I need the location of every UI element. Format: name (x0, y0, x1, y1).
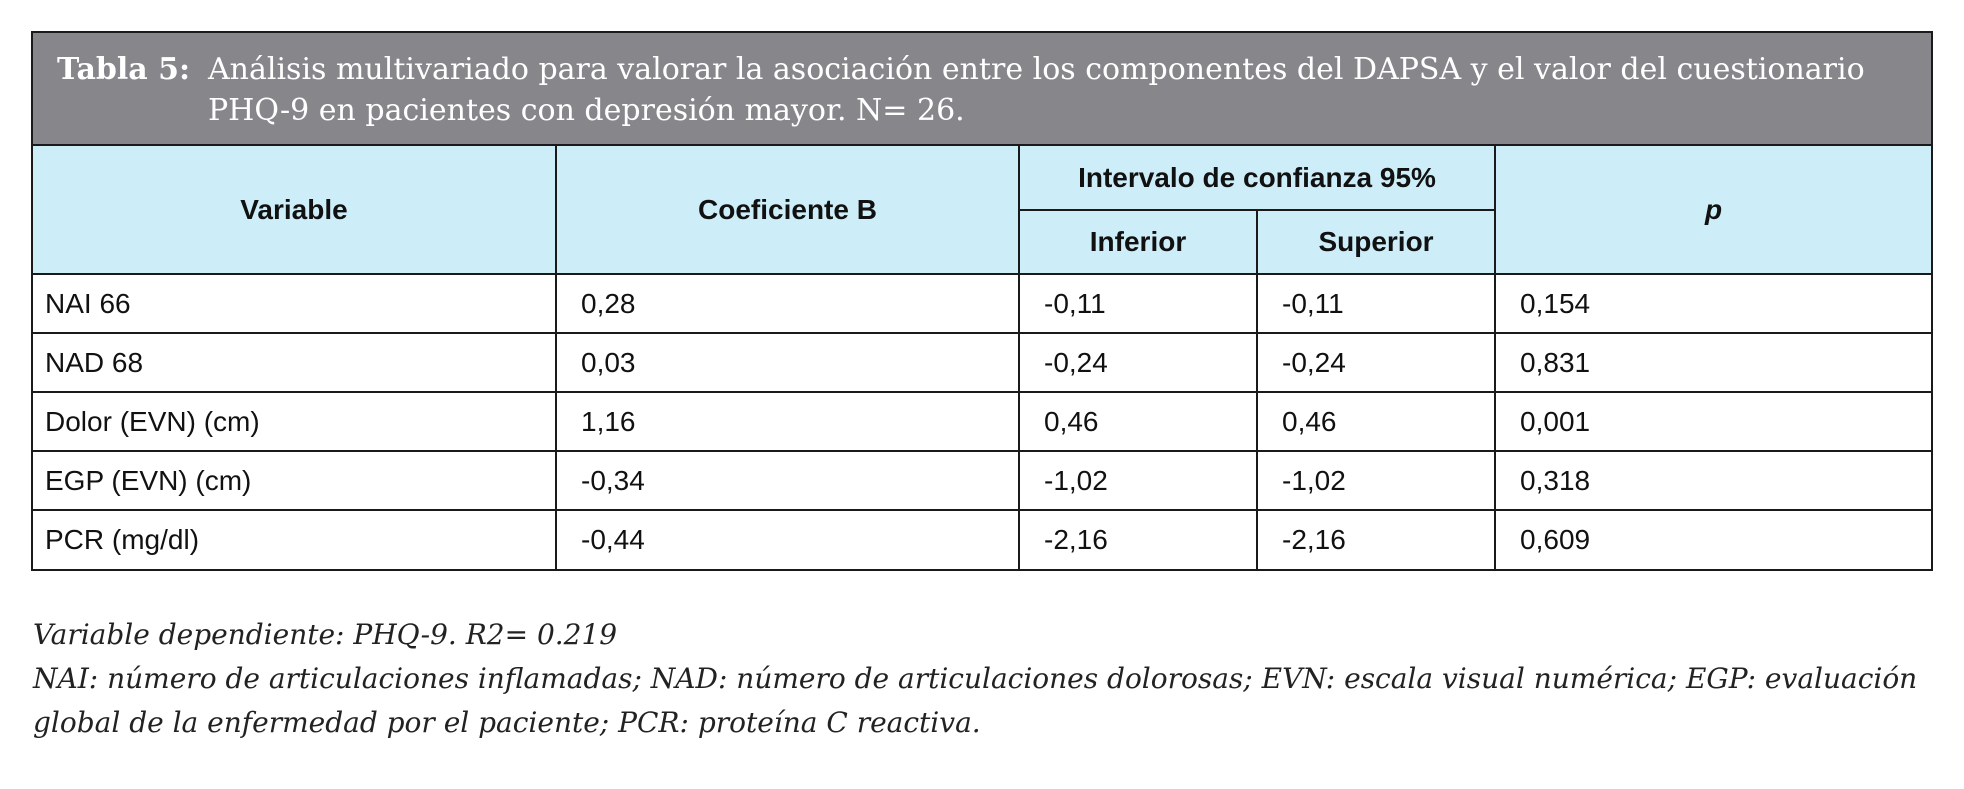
results-table: Variable Coeficiente B Intervalo de conf… (33, 146, 1932, 569)
table-row: NAD 68 0,03 -0,24 -0,24 0,831 (33, 332, 1932, 393)
cell-coefficient: 0,28 (555, 273, 1020, 334)
caption-text: Análisis multivariado para valorar la as… (208, 52, 1865, 128)
caption-label: Tabla 5: (57, 52, 191, 87)
table-row: EGP (EVN) (cm) -0,34 -1,02 -1,02 0,318 (33, 450, 1932, 511)
note-abbreviations: NAI: número de articulaciones inflamadas… (33, 662, 1918, 739)
header-inferior: Inferior (1019, 209, 1258, 275)
header-p-value: p (1494, 146, 1932, 275)
header-variable: Variable (33, 146, 557, 275)
note-dependent-variable: Variable dependiente: PHQ-9. R2= 0.219 (33, 618, 618, 651)
cell-superior: -0,24 (1255, 332, 1497, 393)
cell-coefficient: 0,03 (555, 332, 1020, 393)
header-superior: Superior (1255, 209, 1496, 275)
cell-inferior: -0,24 (1018, 332, 1258, 393)
cell-variable: NAD 68 (33, 332, 557, 393)
cell-inferior: -0,11 (1018, 273, 1258, 334)
cell-inferior: 0,46 (1018, 391, 1258, 452)
cell-superior: -2,16 (1255, 509, 1497, 569)
cell-p-value: 0,154 (1494, 273, 1932, 334)
header-coefficient: Coeficiente B (555, 146, 1020, 275)
table-row: Dolor (EVN) (cm) 1,16 0,46 0,46 0,001 (33, 391, 1932, 452)
table-row: NAI 66 0,28 -0,11 -0,11 0,154 (33, 273, 1932, 334)
cell-inferior: -2,16 (1018, 509, 1258, 569)
cell-p-value: 0,318 (1494, 450, 1932, 511)
cell-p-value: 0,609 (1494, 509, 1932, 569)
cell-coefficient: -0,44 (555, 509, 1020, 569)
cell-superior: -1,02 (1255, 450, 1497, 511)
cell-variable: EGP (EVN) (cm) (33, 450, 557, 511)
cell-p-value: 0,831 (1494, 332, 1932, 393)
table-notes: Variable dependiente: PHQ-9. R2= 0.219 N… (33, 613, 1933, 745)
cell-p-value: 0,001 (1494, 391, 1932, 452)
header-confidence-interval: Intervalo de confianza 95% (1017, 146, 1497, 211)
cell-superior: -0,11 (1255, 273, 1497, 334)
cell-inferior: -1,02 (1018, 450, 1258, 511)
cell-variable: NAI 66 (33, 273, 557, 334)
cell-coefficient: -0,34 (555, 450, 1020, 511)
table-caption: Tabla 5: Análisis multivariado para valo… (33, 33, 1931, 146)
results-table-container: Tabla 5: Análisis multivariado para valo… (31, 31, 1933, 571)
cell-coefficient: 1,16 (555, 391, 1020, 452)
cell-superior: 0,46 (1255, 391, 1497, 452)
cell-variable: Dolor (EVN) (cm) (33, 391, 557, 452)
cell-variable: PCR (mg/dl) (33, 509, 557, 569)
table-row: PCR (mg/dl) -0,44 -2,16 -2,16 0,609 (33, 509, 1932, 569)
